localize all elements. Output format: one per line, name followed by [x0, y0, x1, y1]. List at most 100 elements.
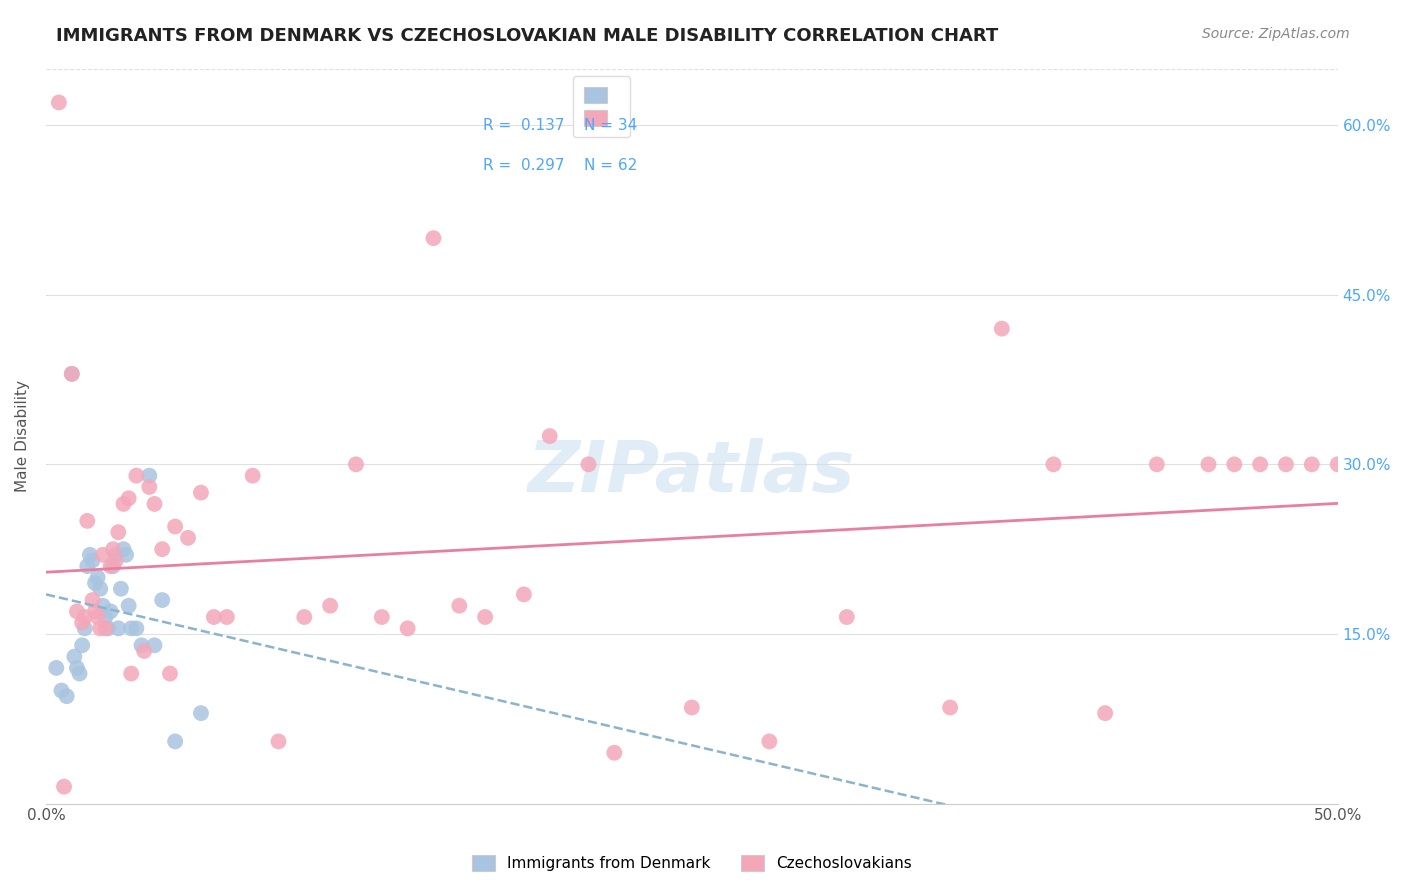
Point [82, 553, 104, 567]
Point [190, 706, 212, 720]
Point [70, 638, 93, 652]
Point [110, 582, 132, 596]
Point [190, 485, 212, 500]
Point [134, 644, 156, 658]
Point [94, 610, 117, 624]
Point [120, 666, 142, 681]
Point [55, 689, 77, 703]
Point [76, 514, 98, 528]
Point [1275, 458, 1298, 472]
Point [242, 468, 264, 483]
Text: ZIPatlas: ZIPatlas [529, 438, 855, 508]
Point [84, 576, 107, 591]
Point [66, 604, 89, 618]
Point [143, 638, 166, 652]
Point [63, 649, 86, 664]
Point [86, 570, 108, 584]
Point [107, 621, 129, 635]
Point [115, 548, 138, 562]
Point [60, 367, 83, 381]
Point [117, 491, 139, 506]
Legend: Immigrants from Denmark, Czechoslovakians: Immigrants from Denmark, Czechoslovakian… [463, 847, 921, 880]
Point [51, 683, 73, 698]
Point [60, 367, 83, 381]
Point [939, 700, 962, 714]
Point [70, 615, 93, 630]
Point [76, 559, 98, 574]
Point [1403, 458, 1406, 472]
Point [138, 468, 160, 483]
Point [86, 610, 108, 624]
Point [53, 780, 76, 794]
Point [107, 525, 129, 540]
Point [117, 599, 139, 613]
Point [101, 559, 124, 574]
Point [292, 610, 315, 624]
Point [125, 621, 148, 635]
Point [1223, 458, 1246, 472]
Point [215, 610, 238, 624]
Point [112, 497, 135, 511]
Y-axis label: Male Disability: Male Disability [15, 380, 30, 492]
Point [159, 666, 181, 681]
Point [112, 542, 135, 557]
Point [165, 519, 187, 533]
Point [66, 661, 89, 675]
Point [681, 700, 703, 714]
Point [1146, 458, 1168, 472]
Point [101, 542, 124, 557]
Point [1301, 458, 1323, 472]
Point [1249, 458, 1271, 472]
Point [45, 661, 67, 675]
Point [100, 559, 122, 574]
Point [131, 638, 153, 652]
Point [91, 599, 114, 613]
Point [120, 621, 142, 635]
Point [1198, 458, 1220, 472]
Point [91, 548, 114, 562]
Text: R =  0.297    N = 62: R = 0.297 N = 62 [482, 158, 637, 173]
Point [474, 610, 496, 624]
Point [513, 587, 536, 601]
Point [104, 548, 127, 562]
Point [344, 458, 367, 472]
Point [578, 458, 600, 472]
Point [319, 599, 342, 613]
Point [48, 95, 70, 110]
Point [125, 468, 148, 483]
Point [73, 610, 96, 624]
Point [97, 621, 120, 635]
Point [150, 593, 173, 607]
Text: IMMIGRANTS FROM DENMARK VS CZECHOSLOVAKIAN MALE DISABILITY CORRELATION CHART: IMMIGRANTS FROM DENMARK VS CZECHOSLOVAKI… [56, 27, 998, 45]
Point [82, 593, 104, 607]
Point [94, 621, 117, 635]
Point [422, 231, 444, 245]
Point [143, 497, 166, 511]
Point [138, 480, 160, 494]
Point [89, 582, 111, 596]
Text: R =  0.137    N = 34: R = 0.137 N = 34 [482, 118, 637, 133]
Point [177, 531, 200, 545]
Point [991, 321, 1014, 335]
Point [1353, 458, 1375, 472]
Point [202, 610, 225, 624]
Point [449, 599, 471, 613]
Point [1094, 706, 1116, 720]
Point [1378, 458, 1400, 472]
Point [603, 746, 626, 760]
Point [104, 553, 127, 567]
Point [165, 734, 187, 748]
Point [1326, 458, 1348, 472]
Point [267, 734, 290, 748]
Point [758, 734, 780, 748]
Point [69, 666, 91, 681]
Point [371, 610, 394, 624]
Point [1042, 458, 1064, 472]
Point [89, 621, 111, 635]
Point [150, 542, 173, 557]
Point [396, 621, 419, 635]
Point [835, 610, 858, 624]
Point [73, 621, 96, 635]
Text: Source: ZipAtlas.com: Source: ZipAtlas.com [1202, 27, 1350, 41]
Point [79, 548, 101, 562]
